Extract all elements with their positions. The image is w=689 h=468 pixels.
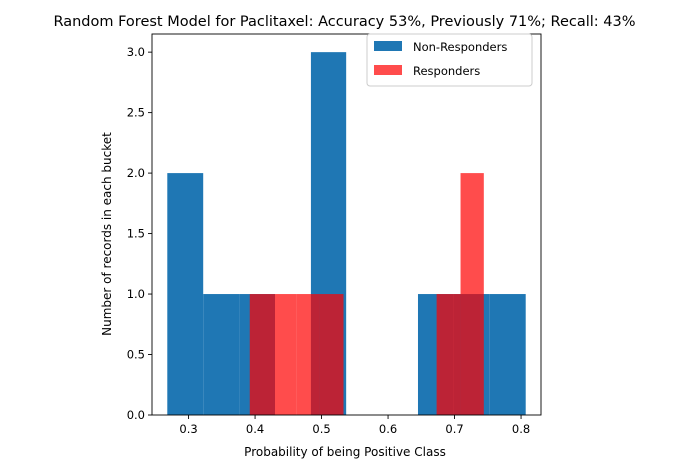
x-tick-label: 0.7 — [445, 422, 463, 436]
bars-layer — [167, 52, 526, 416]
legend-swatch-responders — [374, 65, 402, 75]
x-tick-label: 0.5 — [312, 422, 330, 436]
x-tick-label: 0.4 — [246, 422, 264, 436]
bar-responders-2 — [296, 294, 320, 415]
x-axis-label: Probability of being Positive Class — [244, 445, 446, 459]
y-tick-label: 2.5 — [127, 106, 145, 120]
legend-label-non-responders: Non-Responders — [413, 40, 507, 54]
y-axis-label: Number of records in each bucket — [100, 132, 114, 336]
x-tick-label: 0.6 — [379, 422, 397, 436]
y-tick-label: 1.0 — [127, 287, 145, 301]
bar-responders-9 — [460, 173, 484, 415]
y-tick-label: 2.0 — [127, 166, 145, 180]
bar-responders-8 — [436, 294, 461, 415]
legend-label-responders: Responders — [413, 64, 480, 78]
legend-swatch-non-responders — [374, 41, 402, 51]
bar-non-responders-0 — [167, 173, 204, 415]
bar-responders-1 — [273, 294, 297, 415]
x-tick-label: 0.3 — [179, 422, 197, 436]
bar-responders-0 — [249, 294, 274, 415]
bar-non-responders-9 — [489, 294, 526, 415]
y-tick-label: 0.5 — [127, 348, 145, 362]
ticks-layer: 0.3 0.4 0.5 0.6 0.7 0.8 0.0 0.5 1.0 1.5 2.0 2.5 3.0 — [127, 45, 530, 436]
bar-responders-3 — [319, 294, 344, 415]
y-tick-label: 3.0 — [127, 45, 145, 59]
legend: Non-Responders Responders — [366, 33, 533, 87]
x-tick-label: 0.8 — [512, 422, 530, 436]
bar-non-responders-1 — [203, 294, 240, 415]
legend-box — [366, 33, 533, 87]
y-tick-label: 1.5 — [127, 227, 145, 241]
y-tick-label: 0.0 — [127, 408, 145, 422]
chart-title: Random Forest Model for Paclitaxel: Accu… — [53, 14, 635, 30]
axes-frame — [151, 33, 542, 416]
